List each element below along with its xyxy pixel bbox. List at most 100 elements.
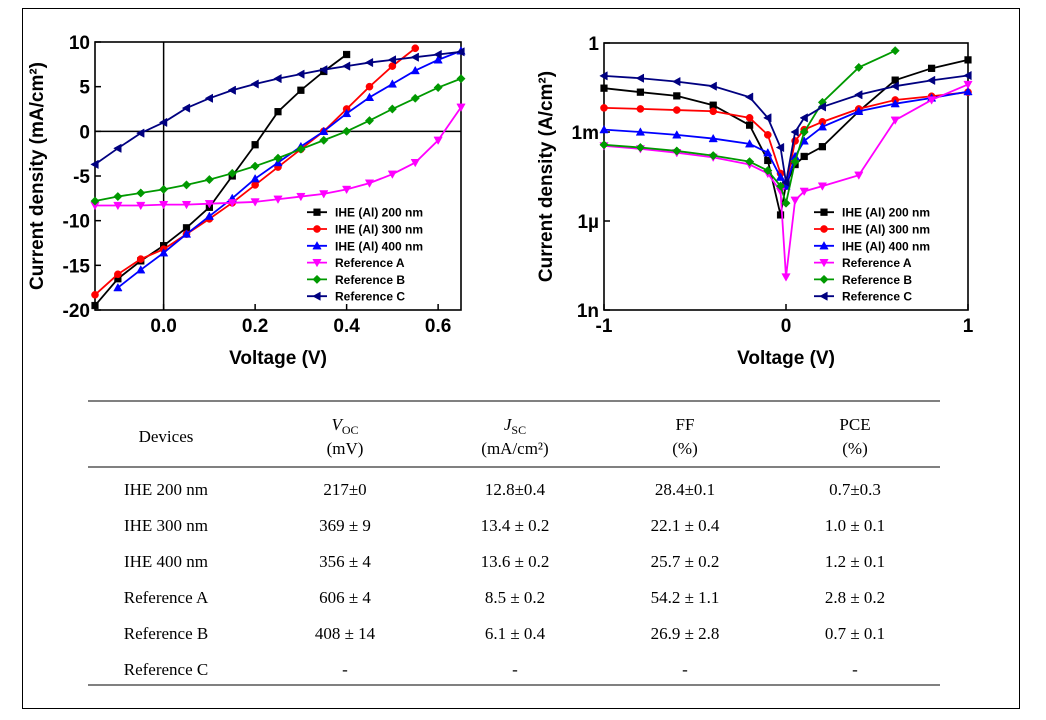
marker bbox=[790, 127, 799, 137]
table-cell: 13.6 ± 0.2 bbox=[481, 552, 550, 571]
legend-label: IHE (Al) 400 nm bbox=[842, 239, 930, 253]
y-tick-label: -10 bbox=[63, 212, 90, 233]
table-cell: 0.7±0.3 bbox=[829, 480, 881, 499]
legend-label: Reference A bbox=[842, 256, 912, 270]
series-line bbox=[94, 53, 348, 307]
marker bbox=[273, 195, 283, 204]
marker bbox=[433, 83, 443, 93]
marker bbox=[763, 131, 772, 139]
chart: 0.0 0.2 0.4 0.6 -20 -15 -10 -5 0 5 10 Voltage (V) Cu… bbox=[27, 33, 466, 369]
marker bbox=[775, 172, 786, 181]
marker bbox=[113, 282, 123, 292]
marker bbox=[364, 116, 375, 126]
header-subscript: SC bbox=[511, 423, 526, 437]
marker bbox=[799, 127, 809, 137]
marker bbox=[364, 179, 375, 188]
marker bbox=[387, 170, 397, 179]
marker bbox=[854, 90, 863, 100]
marker bbox=[319, 190, 329, 199]
table-cell: Reference A bbox=[124, 588, 209, 607]
legend-marker bbox=[819, 258, 829, 268]
marker bbox=[781, 273, 791, 282]
table-cell: 8.5 ± 0.2 bbox=[485, 588, 545, 607]
marker bbox=[319, 126, 329, 135]
x-tick-label: 0.2 bbox=[242, 316, 268, 337]
table-cell: IHE 400 nm bbox=[124, 552, 208, 571]
marker bbox=[136, 265, 146, 274]
header-subscript: OC bbox=[342, 423, 359, 437]
marker bbox=[158, 117, 168, 128]
marker bbox=[136, 201, 146, 211]
marker bbox=[636, 88, 645, 96]
marker bbox=[296, 144, 306, 154]
legend-label: Reference B bbox=[335, 273, 405, 287]
legend-label: IHE (Al) 300 nm bbox=[335, 223, 423, 237]
column-header: FF bbox=[676, 415, 695, 434]
marker bbox=[708, 151, 718, 161]
marker bbox=[927, 64, 936, 72]
legend-label: IHE (Al) 200 nm bbox=[842, 206, 930, 220]
legend-marker bbox=[819, 241, 829, 250]
y-tick-label: 5 bbox=[79, 78, 90, 99]
table-cell: 6.1 ± 0.4 bbox=[485, 624, 546, 643]
marker bbox=[159, 248, 169, 257]
marker bbox=[963, 80, 973, 90]
marker bbox=[763, 166, 773, 176]
column-unit: (mV) bbox=[327, 439, 364, 458]
marker bbox=[250, 161, 260, 171]
legend-label: Reference B bbox=[842, 273, 912, 287]
marker bbox=[181, 200, 192, 210]
marker bbox=[204, 200, 214, 209]
marker bbox=[433, 136, 443, 145]
y-tick-label: 0 bbox=[79, 122, 90, 143]
marker bbox=[364, 92, 375, 101]
marker bbox=[181, 180, 192, 190]
marker bbox=[708, 133, 718, 143]
marker bbox=[800, 152, 808, 161]
column-unit: (%) bbox=[672, 439, 697, 458]
table-cell: 2.8 ± 0.2 bbox=[825, 588, 885, 607]
table-cell: 54.2 ± 1.1 bbox=[651, 588, 720, 607]
marker bbox=[745, 114, 754, 122]
table-cell: - bbox=[852, 660, 858, 679]
marker bbox=[343, 50, 351, 59]
marker bbox=[745, 157, 755, 167]
table-cell: 26.9 ± 2.8 bbox=[651, 624, 720, 643]
marker bbox=[113, 143, 122, 153]
marker bbox=[964, 56, 972, 64]
x-tick-label: 0.0 bbox=[150, 316, 176, 337]
marker bbox=[387, 79, 397, 88]
y-axis-label: Current density (A/cm²) bbox=[536, 71, 557, 282]
marker bbox=[114, 270, 122, 279]
series-line bbox=[603, 90, 969, 189]
marker bbox=[91, 290, 99, 299]
marker bbox=[181, 229, 192, 238]
marker bbox=[790, 157, 800, 167]
marker bbox=[672, 130, 682, 139]
marker bbox=[790, 196, 800, 205]
marker bbox=[817, 122, 828, 131]
marker bbox=[781, 177, 790, 188]
marker bbox=[136, 128, 145, 138]
marker bbox=[410, 93, 420, 103]
y-tick-label: 1µ bbox=[577, 212, 599, 233]
marker bbox=[90, 159, 99, 170]
marker bbox=[672, 106, 681, 114]
marker bbox=[963, 86, 973, 96]
table-cell: 408 ± 14 bbox=[315, 624, 376, 643]
marker bbox=[227, 199, 237, 208]
marker bbox=[891, 76, 899, 84]
marker bbox=[854, 171, 864, 180]
marker bbox=[181, 103, 191, 113]
marker bbox=[890, 116, 900, 125]
marker bbox=[673, 92, 681, 100]
marker bbox=[963, 70, 972, 81]
marker bbox=[410, 158, 420, 168]
marker bbox=[296, 69, 305, 79]
legend-label: IHE (Al) 300 nm bbox=[842, 223, 930, 237]
marker bbox=[433, 49, 442, 60]
marker bbox=[817, 182, 828, 191]
marker bbox=[745, 121, 754, 129]
